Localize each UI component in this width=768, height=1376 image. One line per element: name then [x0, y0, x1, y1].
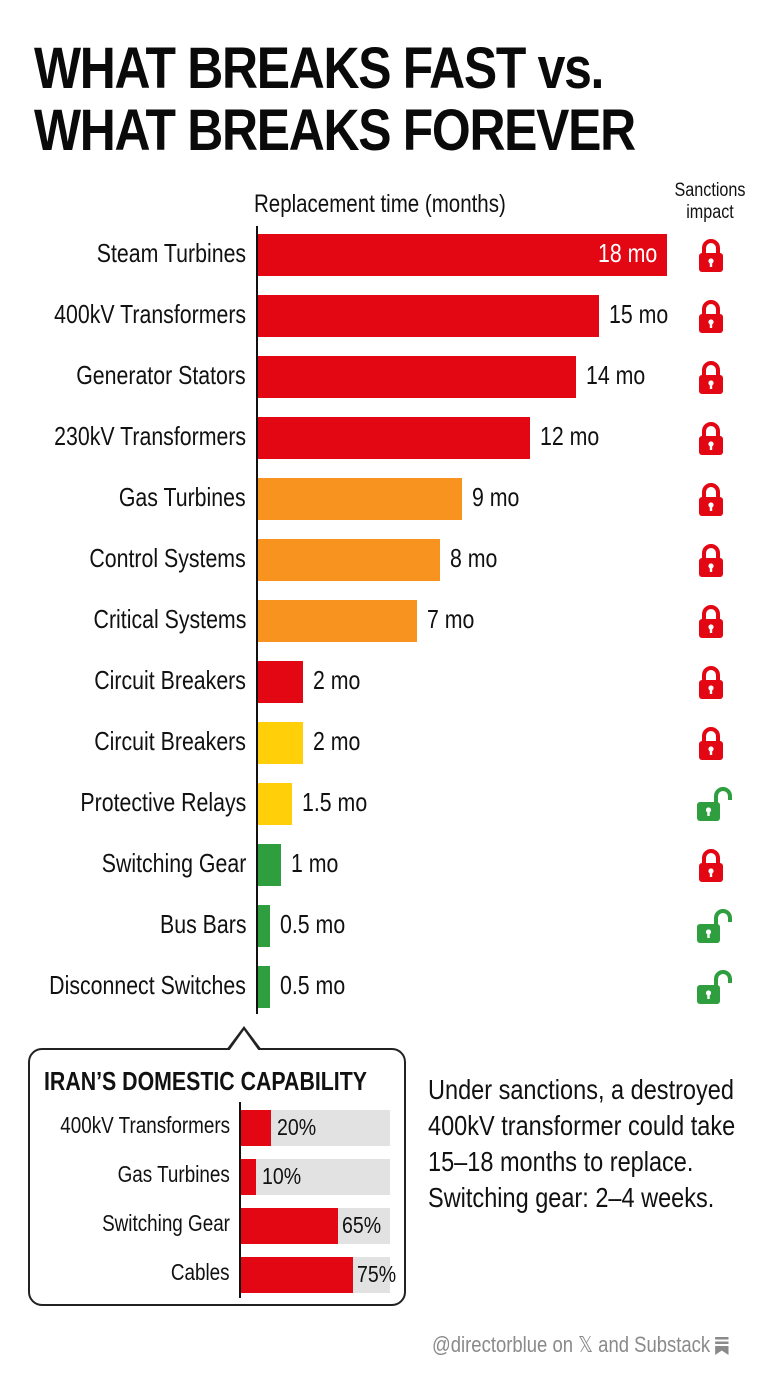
capability-track: 20%	[241, 1110, 390, 1146]
bar-value: 8 mo	[450, 543, 498, 573]
bar-value: 0.5 mo	[280, 909, 346, 939]
bar-label: Switching Gear	[101, 848, 246, 878]
lock-closed-icon	[696, 726, 726, 762]
bar-value: 1.5 mo	[302, 787, 368, 817]
bar-value: 7 mo	[427, 604, 475, 634]
bar-row: Switching Gear 1 mo	[0, 842, 768, 888]
chart-title: WHAT BREAKS FAST vs. WHAT BREAKS FOREVER	[34, 38, 653, 162]
bar-value: 14 mo	[586, 360, 646, 390]
y-axis-line	[256, 226, 258, 1014]
capability-track: 75%	[241, 1257, 396, 1293]
sanctions-impact-header: Sanctions impact	[674, 180, 746, 223]
bar-value: 2 mo	[313, 665, 361, 695]
bar-row: Circuit Breakers 2 mo	[0, 720, 768, 766]
bar-row: Gas Turbines 9 mo	[0, 476, 768, 522]
bar-label: Protective Relays	[80, 787, 246, 817]
bar-value: 15 mo	[609, 299, 669, 329]
capability-row: Gas Turbines 10%	[0, 1157, 420, 1195]
bar-label: Steam Turbines	[96, 238, 246, 268]
capability-label: 400kV Transformers	[60, 1112, 230, 1138]
lock-closed-icon	[696, 299, 726, 335]
bar	[258, 417, 530, 459]
title-line-1: WHAT BREAKS FAST vs.	[34, 36, 604, 101]
bar-row: Protective Relays 1.5 mo	[0, 781, 768, 827]
capability-fill	[241, 1110, 271, 1146]
title-line-2: WHAT BREAKS FOREVER	[34, 98, 636, 163]
bar-value: 1 mo	[291, 848, 339, 878]
lock-open-icon	[696, 909, 732, 945]
lock-closed-icon	[696, 421, 726, 457]
bar-value: 12 mo	[540, 421, 600, 451]
bar-row: 230kV Transformers 12 mo	[0, 415, 768, 461]
bar	[258, 722, 303, 764]
bar-label: Gas Turbines	[119, 482, 246, 512]
bar	[258, 966, 270, 1008]
lock-closed-icon	[696, 238, 726, 274]
bar-value: 0.5 mo	[280, 970, 346, 1000]
lock-closed-icon	[696, 360, 726, 396]
bar	[258, 295, 599, 337]
bar-row: Disconnect Switches 0.5 mo	[0, 964, 768, 1010]
bar-value: 18 mo	[597, 238, 657, 268]
bar-row: 400kV Transformers 15 mo	[0, 293, 768, 339]
bar-label: Control Systems	[89, 543, 246, 573]
bar-row: Critical Systems 7 mo	[0, 598, 768, 644]
capability-label: Cables	[171, 1259, 230, 1285]
bar-label: Critical Systems	[93, 604, 246, 634]
bar	[258, 600, 417, 642]
capability-value: 10%	[262, 1163, 302, 1189]
bar-row: Generator Stators 14 mo	[0, 354, 768, 400]
lock-closed-icon	[696, 543, 726, 579]
bar-label: Circuit Breakers	[94, 726, 246, 756]
lock-closed-icon	[696, 848, 726, 884]
lock-open-icon	[696, 787, 732, 823]
x-axis-title: Replacement time (months)	[254, 190, 506, 218]
capability-row: Switching Gear 65%	[0, 1206, 420, 1244]
capability-label: Switching Gear	[102, 1210, 230, 1236]
capability-label: Gas Turbines	[117, 1161, 230, 1187]
bar	[258, 539, 440, 581]
lock-closed-icon	[696, 665, 726, 701]
capability-value: 75%	[357, 1261, 397, 1287]
bar	[258, 844, 281, 886]
bar-value: 2 mo	[313, 726, 361, 756]
bar	[258, 356, 576, 398]
bar-row: Circuit Breakers 2 mo	[0, 659, 768, 705]
capability-row: 400kV Transformers 20%	[0, 1108, 420, 1146]
sanctions-note: Under sanctions, a destroyed 400kV trans…	[428, 1074, 736, 1213]
capability-track: 65%	[241, 1208, 390, 1244]
bar-value: 9 mo	[472, 482, 520, 512]
capability-track: 10%	[241, 1159, 390, 1195]
lock-open-icon	[696, 970, 732, 1006]
credit-text: @directorblue on 𝕏 and Substack	[432, 1332, 711, 1357]
capability-row: Cables 75%	[0, 1255, 420, 1293]
domestic-capability-title: IRAN’S DOMESTIC CAPABILITY	[44, 1066, 367, 1096]
bar-label: Circuit Breakers	[94, 665, 246, 695]
substack-icon	[715, 1337, 729, 1356]
domestic-capability-axis	[239, 1102, 241, 1298]
capability-fill	[241, 1257, 353, 1293]
bar	[258, 905, 270, 947]
lock-closed-icon	[696, 482, 726, 518]
lock-closed-icon	[696, 604, 726, 640]
capability-fill	[241, 1159, 256, 1195]
bar-label: Disconnect Switches	[49, 970, 246, 1000]
capability-value: 65%	[342, 1212, 382, 1238]
capability-value: 20%	[277, 1114, 317, 1140]
bar-label: Generator Stators	[76, 360, 246, 390]
bar	[258, 661, 303, 703]
credit-line: @directorblue on 𝕏 and Substack	[432, 1332, 729, 1358]
bar-row: Steam Turbines 18 mo	[0, 232, 768, 278]
bar-label: 230kV Transformers	[54, 421, 246, 451]
bar	[258, 234, 667, 276]
capability-fill	[241, 1208, 338, 1244]
bar	[258, 783, 292, 825]
bar-row: Control Systems 8 mo	[0, 537, 768, 583]
bar-row: Bus Bars 0.5 mo	[0, 903, 768, 949]
bar-label: Bus Bars	[159, 909, 246, 939]
bar-label: 400kV Transformers	[54, 299, 246, 329]
bar	[258, 478, 462, 520]
